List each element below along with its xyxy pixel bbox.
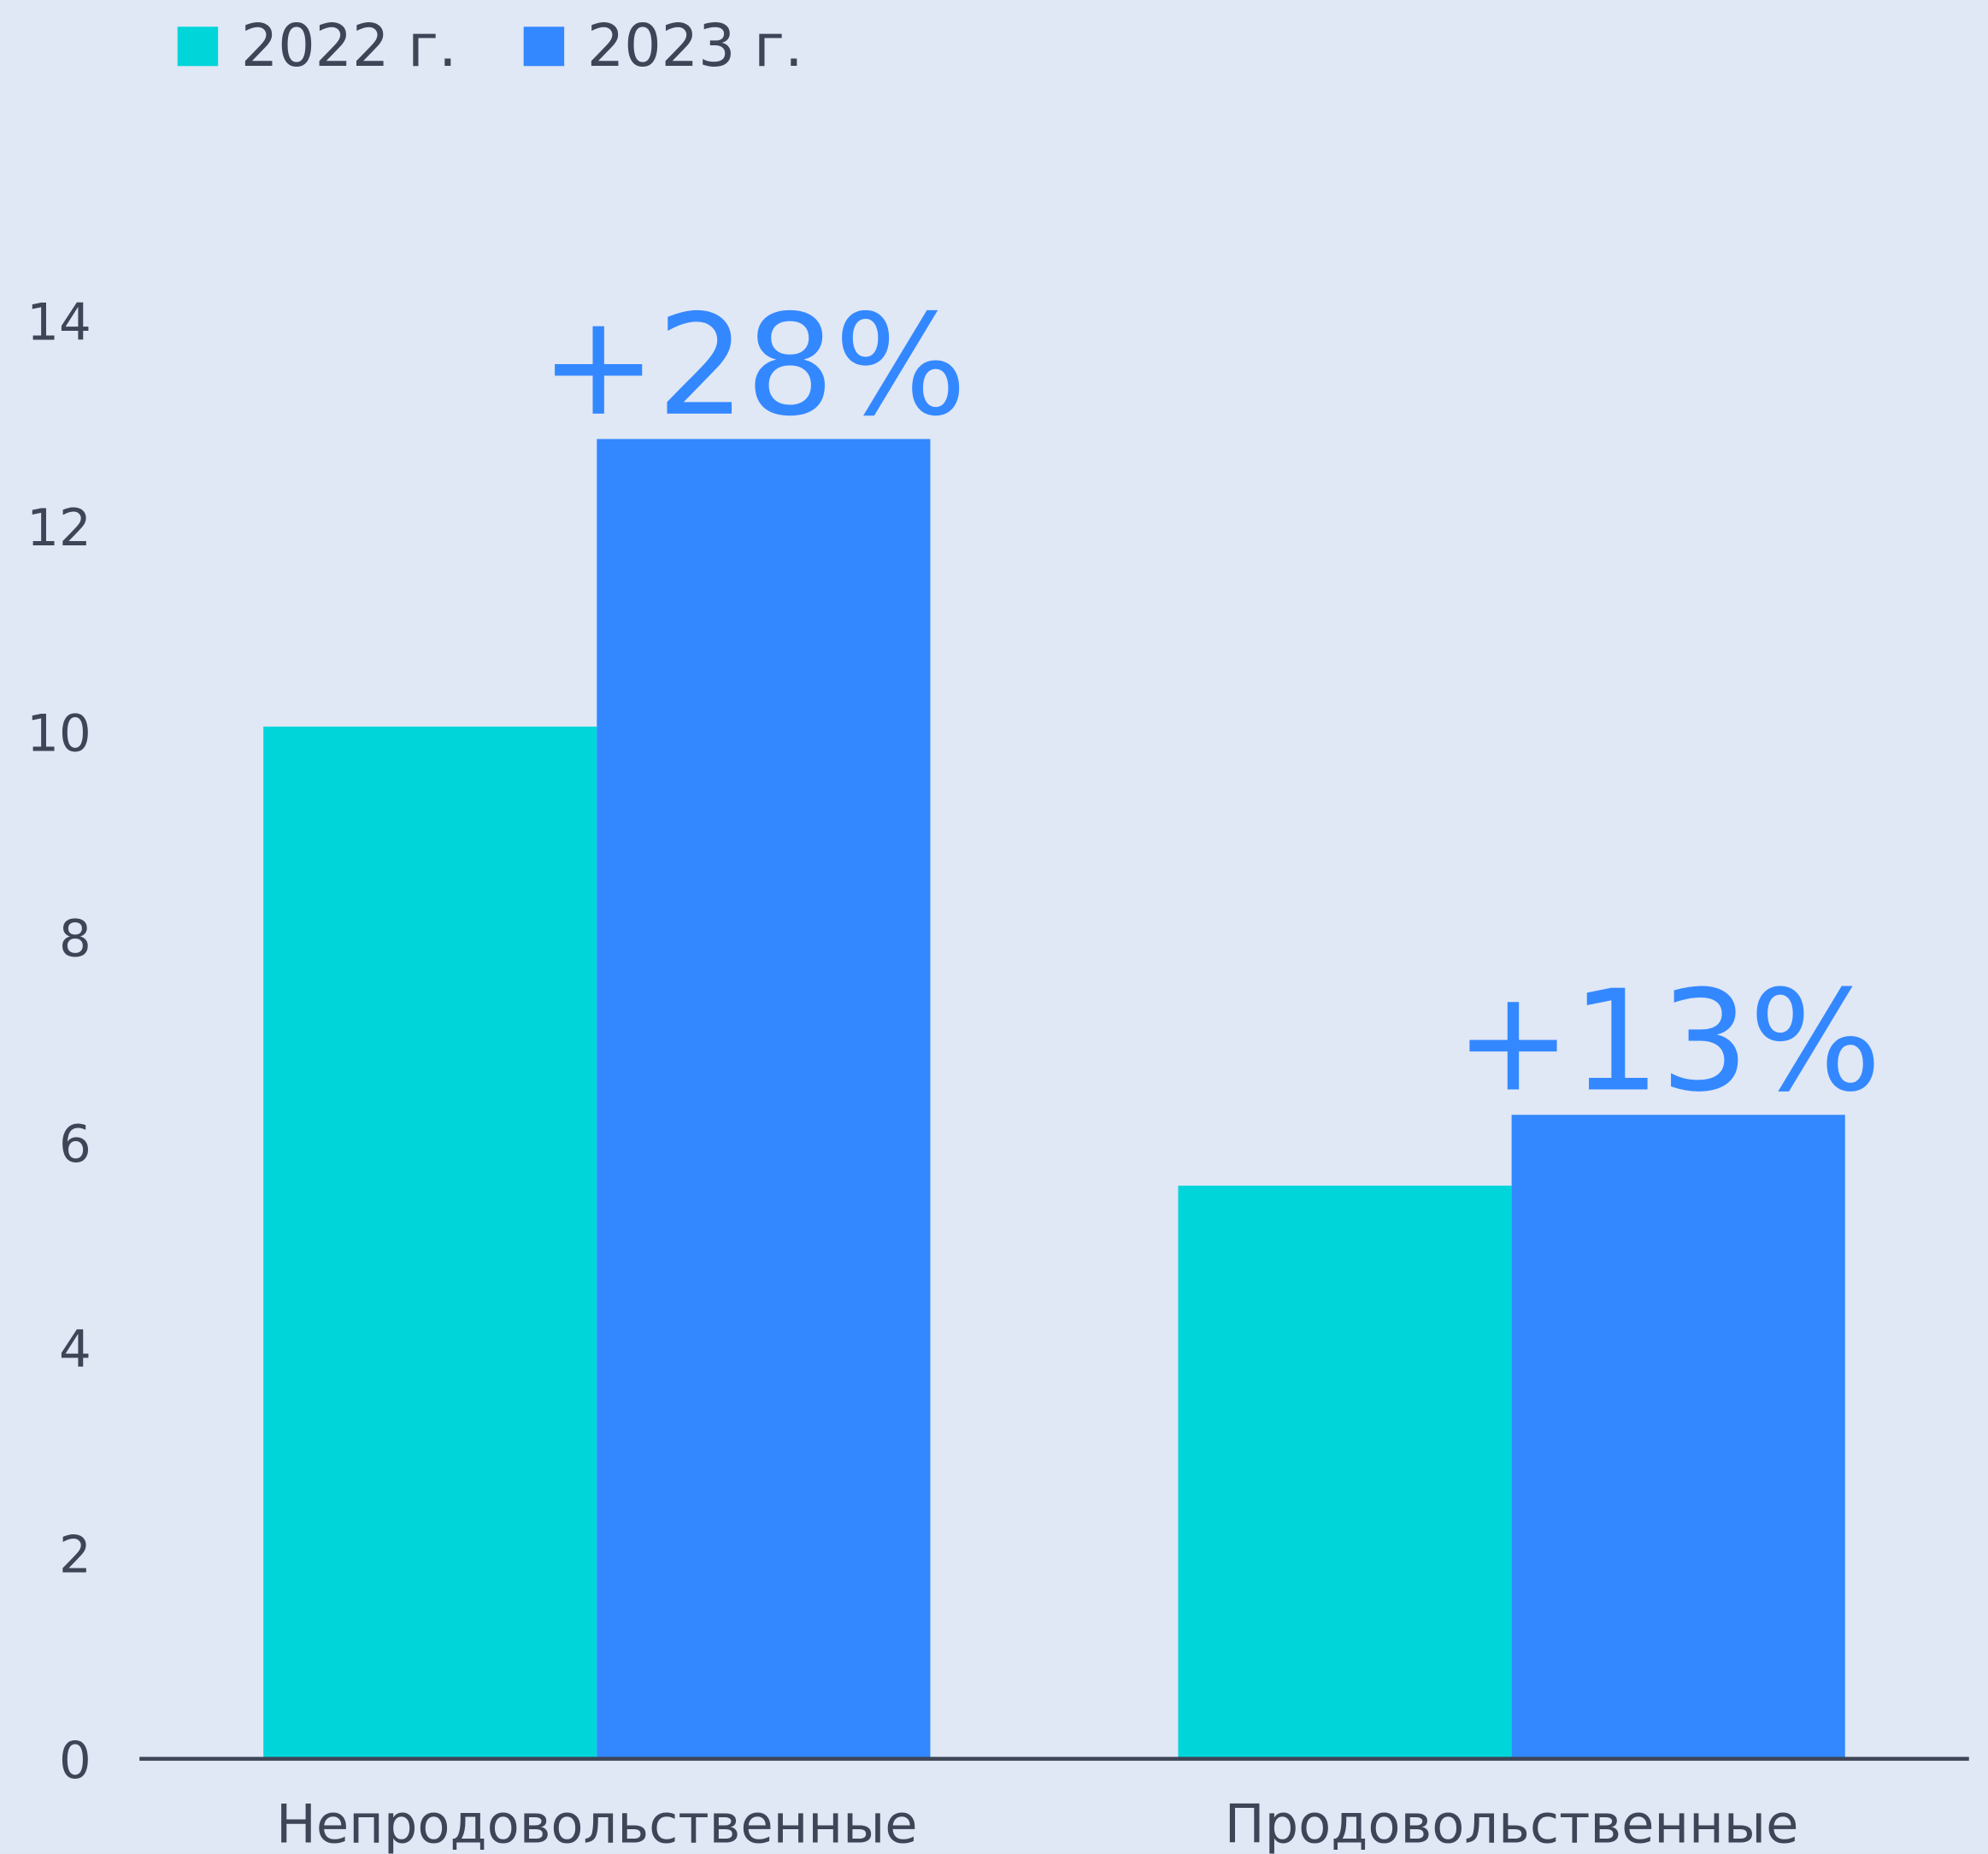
annotation: +13% [1455, 962, 1881, 1123]
bar [263, 727, 597, 1759]
y-tick-label: 10 [26, 703, 91, 762]
y-tick-label: 0 [59, 1731, 91, 1790]
x-tick-label: Непродовольственные [276, 1793, 918, 1854]
y-tick-label: 4 [59, 1320, 91, 1379]
y-tick-label: 14 [26, 293, 91, 352]
y-tick-label: 2 [59, 1526, 91, 1585]
legend-swatch [523, 26, 565, 67]
x-tick-label: Продовольственные [1225, 1793, 1799, 1854]
legend-label: 2023 г. [587, 13, 803, 80]
bar [597, 438, 931, 1759]
legend-swatch [177, 26, 219, 67]
y-tick-label: 8 [59, 909, 91, 968]
annotation: +28% [540, 285, 967, 447]
y-tick-label: 6 [59, 1115, 91, 1174]
legend-label: 2022 г. [241, 13, 457, 80]
y-tick-label: 12 [26, 498, 91, 557]
bar [1511, 1115, 1845, 1759]
bar [1178, 1186, 1512, 1759]
